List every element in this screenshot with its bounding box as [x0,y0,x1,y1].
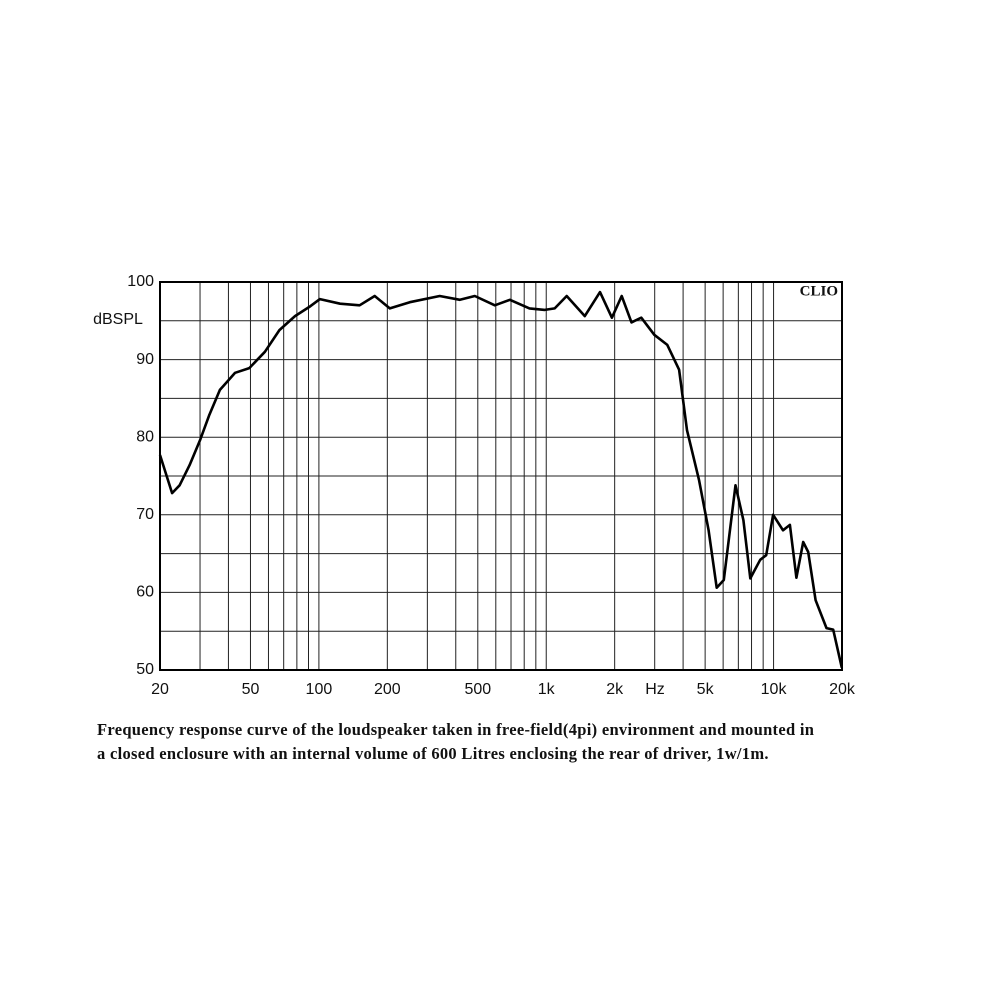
x-tick-label: 10k [761,681,788,698]
response-curve [158,290,844,668]
x-tick-label: 100 [306,681,333,698]
x-tick-label: 20k [829,681,856,698]
brand-label: CLIO [800,283,838,299]
x-tick-label: 500 [464,681,491,698]
x-tick-label: 200 [374,681,401,698]
y-tick-label: 60 [136,584,154,601]
y-tick-label: 70 [136,506,154,523]
y-axis-label: dBSPL [93,311,143,328]
x-unit-label: Hz [645,681,665,698]
x-tick-label: 50 [242,681,260,698]
x-tick-label: 20 [151,681,169,698]
y-tick-label: 90 [136,351,154,368]
y-tick-label: 100 [127,273,154,290]
x-tick-label: 2k [606,681,624,698]
caption-line: a closed enclosure with an internal volu… [97,744,769,763]
x-tick-label: 5k [697,681,715,698]
y-tick-label: 50 [136,661,154,678]
y-tick-label: 80 [136,428,154,445]
plot-frame [159,281,843,671]
x-tick-label: 1k [538,681,556,698]
caption-line: Frequency response curve of the loudspea… [97,720,814,739]
